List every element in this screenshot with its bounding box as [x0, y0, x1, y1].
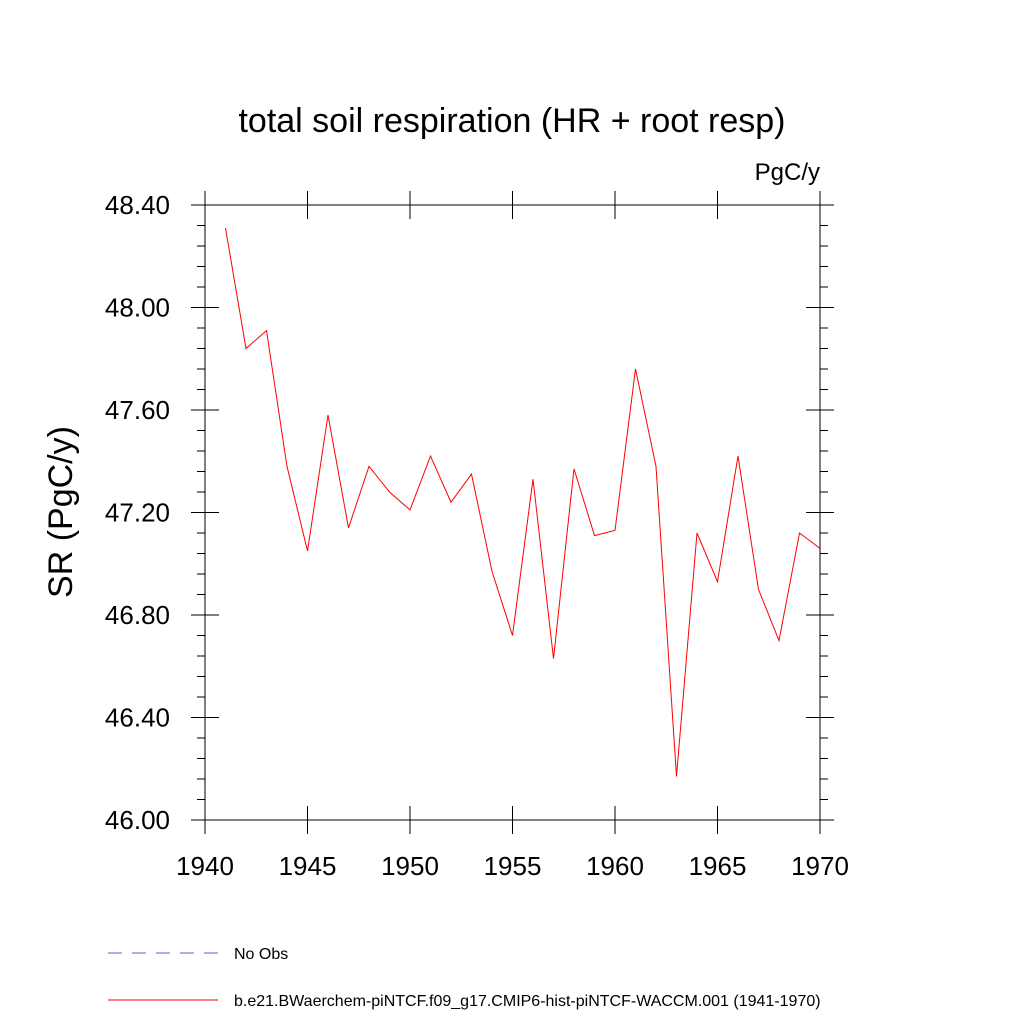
y-tick-label: 46.00: [105, 805, 170, 835]
axis-ticks: [191, 191, 834, 834]
units-label: PgC/y: [755, 159, 820, 186]
x-tick-label: 1955: [484, 851, 542, 881]
x-tick-label: 1945: [279, 851, 337, 881]
y-tick-label: 46.80: [105, 600, 170, 630]
y-tick-label: 47.60: [105, 395, 170, 425]
y-tick-label: 48.40: [105, 190, 170, 220]
axis-tick-labels: 1940 1945 1950 1955 1960 1965 1970 46.00 46.40 46…: [105, 190, 849, 881]
y-tick-label: 47.20: [105, 498, 170, 528]
y-axis-label: SR (PgC/y): [42, 426, 80, 598]
x-tick-label: 1950: [381, 851, 439, 881]
legend: No Obs b.e21.BWaerchem-piNTCF.f09_g17.CM…: [108, 946, 821, 1010]
series-layer: [225, 228, 821, 777]
series-line: [225, 228, 821, 777]
chart-title: total soil respiration (HR + root resp): [238, 102, 785, 140]
legend-label-no-obs: No Obs: [234, 946, 288, 963]
x-tick-label: 1940: [176, 851, 234, 881]
y-tick-label: 46.40: [105, 703, 170, 733]
x-tick-label: 1965: [689, 851, 747, 881]
x-tick-label: 1960: [586, 851, 644, 881]
plot-frame: [204, 204, 821, 821]
y-tick-label: 48.00: [105, 293, 170, 323]
x-tick-label: 1970: [791, 851, 849, 881]
legend-label-model-run: b.e21.BWaerchem-piNTCF.f09_g17.CMIP6-his…: [234, 993, 821, 1010]
